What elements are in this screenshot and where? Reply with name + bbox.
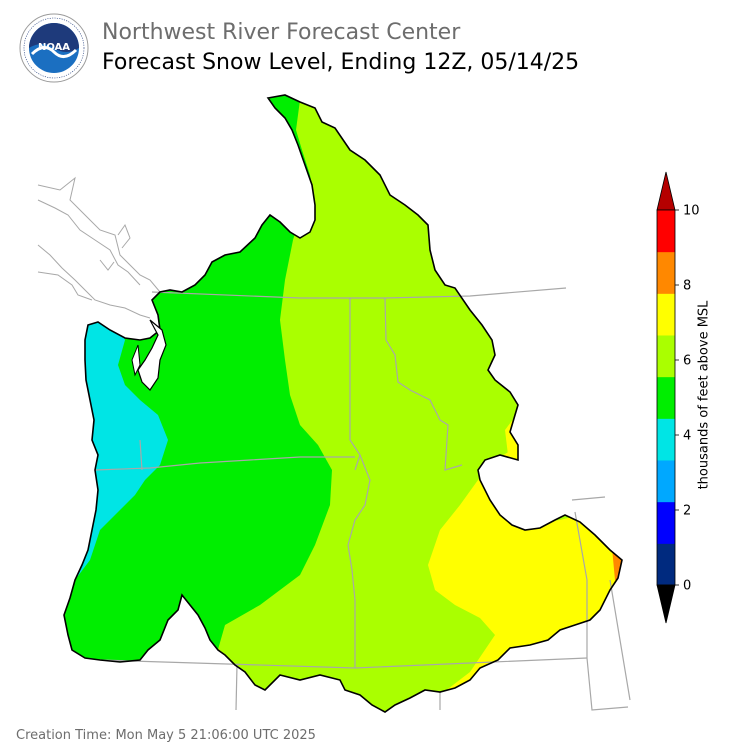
colorbar-segment bbox=[657, 293, 675, 336]
colorbar-segment bbox=[657, 251, 675, 294]
state-borders bbox=[94, 287, 631, 711]
colorbar-tick-label: 4 bbox=[683, 429, 691, 444]
colorbar-segment bbox=[657, 376, 675, 419]
colorbar-segment bbox=[657, 210, 675, 253]
colorbar-segment bbox=[657, 418, 675, 461]
org-title: Northwest River Forecast Center bbox=[102, 20, 461, 45]
colorbar: 0 2 4 6 8 10 bbox=[640, 160, 756, 640]
map-title: Forecast Snow Level, Ending 12Z, 05/14/2… bbox=[102, 50, 580, 75]
creation-time: Creation Time: Mon May 5 21:06:00 UTC 20… bbox=[16, 728, 316, 743]
colorbar-tick-label: 0 bbox=[683, 579, 691, 594]
hood-canal-water bbox=[131, 344, 141, 377]
colorbar-label: thousands of feet above MSL bbox=[696, 300, 712, 490]
colorbar-segment bbox=[657, 543, 675, 586]
colorbar-tick-label: 2 bbox=[683, 504, 691, 519]
colorbar-axis: thousands of feet above MSL bbox=[640, 0, 756, 756]
colorbar-frame bbox=[656, 209, 676, 586]
colorbar-tick-label: 6 bbox=[683, 354, 691, 369]
colorbar-segment bbox=[657, 335, 675, 378]
colorbar-segment bbox=[657, 460, 675, 503]
colorbar-tick-label: 10 bbox=[683, 204, 700, 219]
logo-text: NOAA bbox=[38, 42, 70, 53]
puget-sound-coastline bbox=[37, 176, 161, 319]
colorbar-graphic: 0 2 4 6 8 10 bbox=[656, 171, 700, 624]
puget-sound-water bbox=[137, 319, 167, 391]
snow-level-map bbox=[37, 94, 631, 713]
region-8-9k bbox=[612, 540, 622, 585]
colorbar-segment bbox=[657, 501, 675, 544]
noaa-logo: NOAA bbox=[18, 12, 90, 84]
colorbar-tick-label: 8 bbox=[683, 279, 691, 294]
